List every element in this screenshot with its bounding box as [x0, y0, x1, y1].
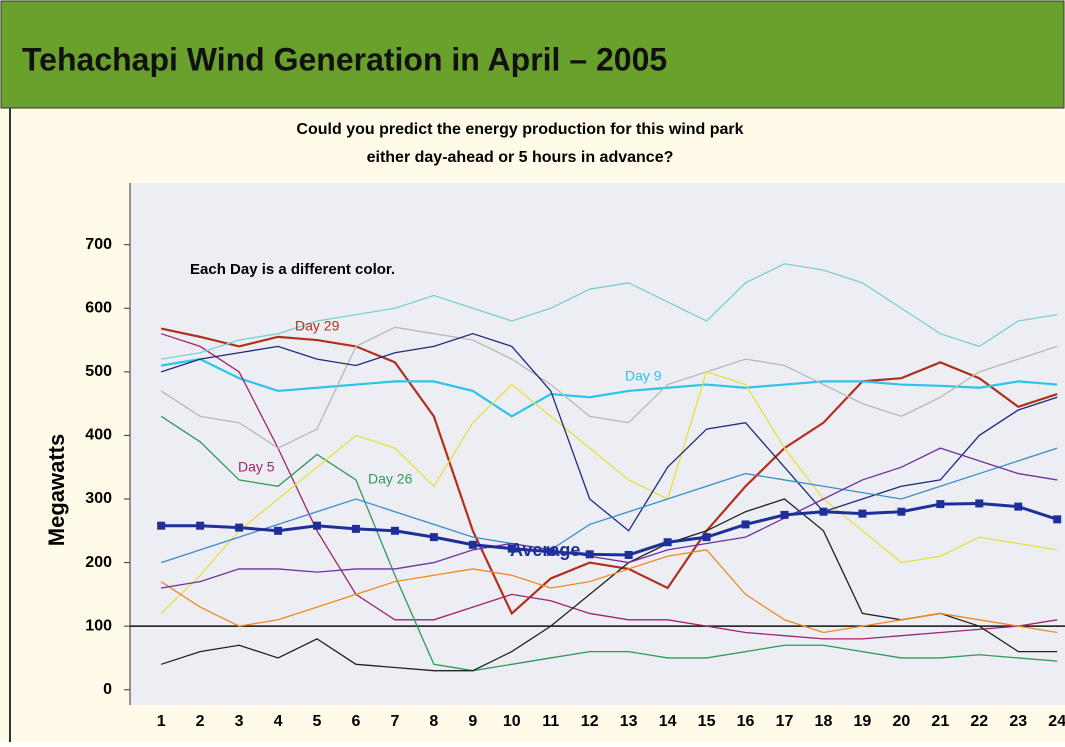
x-tick-label: 18	[815, 713, 833, 730]
average-marker	[585, 550, 594, 559]
y-tick-label: 100	[85, 617, 112, 634]
x-tick-label: 1	[157, 713, 166, 730]
x-tick-label: 10	[503, 713, 521, 730]
x-tick-label: 4	[274, 713, 283, 730]
average-marker	[196, 521, 205, 530]
x-tick-label: 6	[352, 713, 361, 730]
series-line	[161, 447, 1058, 589]
average-marker	[702, 533, 711, 542]
series-line	[160, 447, 1058, 564]
x-tick-label: 16	[737, 713, 755, 730]
annotation: Average	[510, 540, 580, 560]
annotation: Day 26	[368, 471, 413, 487]
x-tick-label: 20	[892, 713, 910, 730]
series-line	[160, 333, 1058, 640]
x-tick-label: 2	[196, 713, 205, 730]
average-marker	[780, 510, 789, 519]
series-line	[160, 333, 1058, 532]
average-marker	[313, 521, 321, 530]
x-tick-label: 12	[581, 713, 599, 730]
series-line	[160, 549, 1058, 634]
subtitle: either day-ahead or 5 hours in advance?	[367, 149, 674, 166]
x-tick-label: 5	[313, 713, 322, 730]
average-marker	[663, 538, 672, 547]
x-tick-label: 24	[1048, 713, 1065, 730]
average-marker	[429, 533, 438, 542]
average-marker	[624, 550, 633, 559]
series-line	[160, 326, 1058, 449]
annotation: Day 9	[625, 368, 662, 384]
average-marker	[1014, 502, 1023, 511]
x-tick-label: 3	[235, 713, 244, 730]
y-tick-label: 500	[85, 363, 112, 380]
average-marker	[507, 544, 516, 553]
series-line	[160, 415, 1058, 672]
y-tick-label: 400	[85, 427, 112, 444]
note: Each Day is a different color.	[190, 261, 395, 278]
x-tick-label: 19	[854, 713, 872, 730]
average-marker	[936, 500, 945, 509]
y-tick-label: 300	[85, 490, 112, 507]
average-marker	[351, 524, 360, 533]
x-tick-label: 8	[429, 713, 438, 730]
x-tick-label: 7	[390, 713, 399, 730]
series-line	[160, 327, 1058, 616]
annotation: Day 5	[238, 459, 275, 475]
average-marker	[741, 520, 750, 529]
y-axis-label: Megawatts	[44, 434, 69, 546]
average-line	[161, 501, 1058, 557]
average-marker	[157, 521, 166, 530]
average-marker	[858, 509, 867, 518]
series-line	[160, 357, 1058, 418]
series-line	[160, 371, 1058, 614]
average-marker	[235, 523, 244, 532]
x-tick-label: 21	[931, 713, 949, 730]
subtitle: Could you predict the energy production …	[296, 121, 743, 138]
y-tick-label: 700	[85, 236, 112, 253]
average-marker	[897, 507, 906, 516]
x-tick-label: 22	[970, 713, 988, 730]
average-marker	[390, 526, 399, 535]
x-tick-label: 9	[468, 713, 477, 730]
x-tick-label: 14	[659, 713, 677, 730]
x-tick-label: 23	[1009, 713, 1027, 730]
y-tick-label: 200	[85, 554, 112, 571]
x-tick-label: 13	[620, 713, 638, 730]
series-line	[161, 263, 1058, 360]
title-bar	[0, 0, 1065, 109]
y-tick-label: 0	[103, 681, 112, 698]
x-tick-label: 17	[776, 713, 794, 730]
y-tick-label: 600	[85, 299, 112, 316]
average-marker	[975, 499, 984, 508]
average-marker	[1053, 515, 1062, 524]
average-marker	[546, 547, 555, 556]
x-tick-label: 15	[698, 713, 716, 730]
average-marker	[819, 507, 828, 516]
title: Tehachapi Wind Generation in April – 200…	[22, 41, 667, 77]
average-marker	[468, 540, 477, 549]
average-marker	[274, 526, 283, 535]
annotation: Day 29	[295, 318, 340, 334]
x-tick-label: 11	[542, 713, 559, 730]
